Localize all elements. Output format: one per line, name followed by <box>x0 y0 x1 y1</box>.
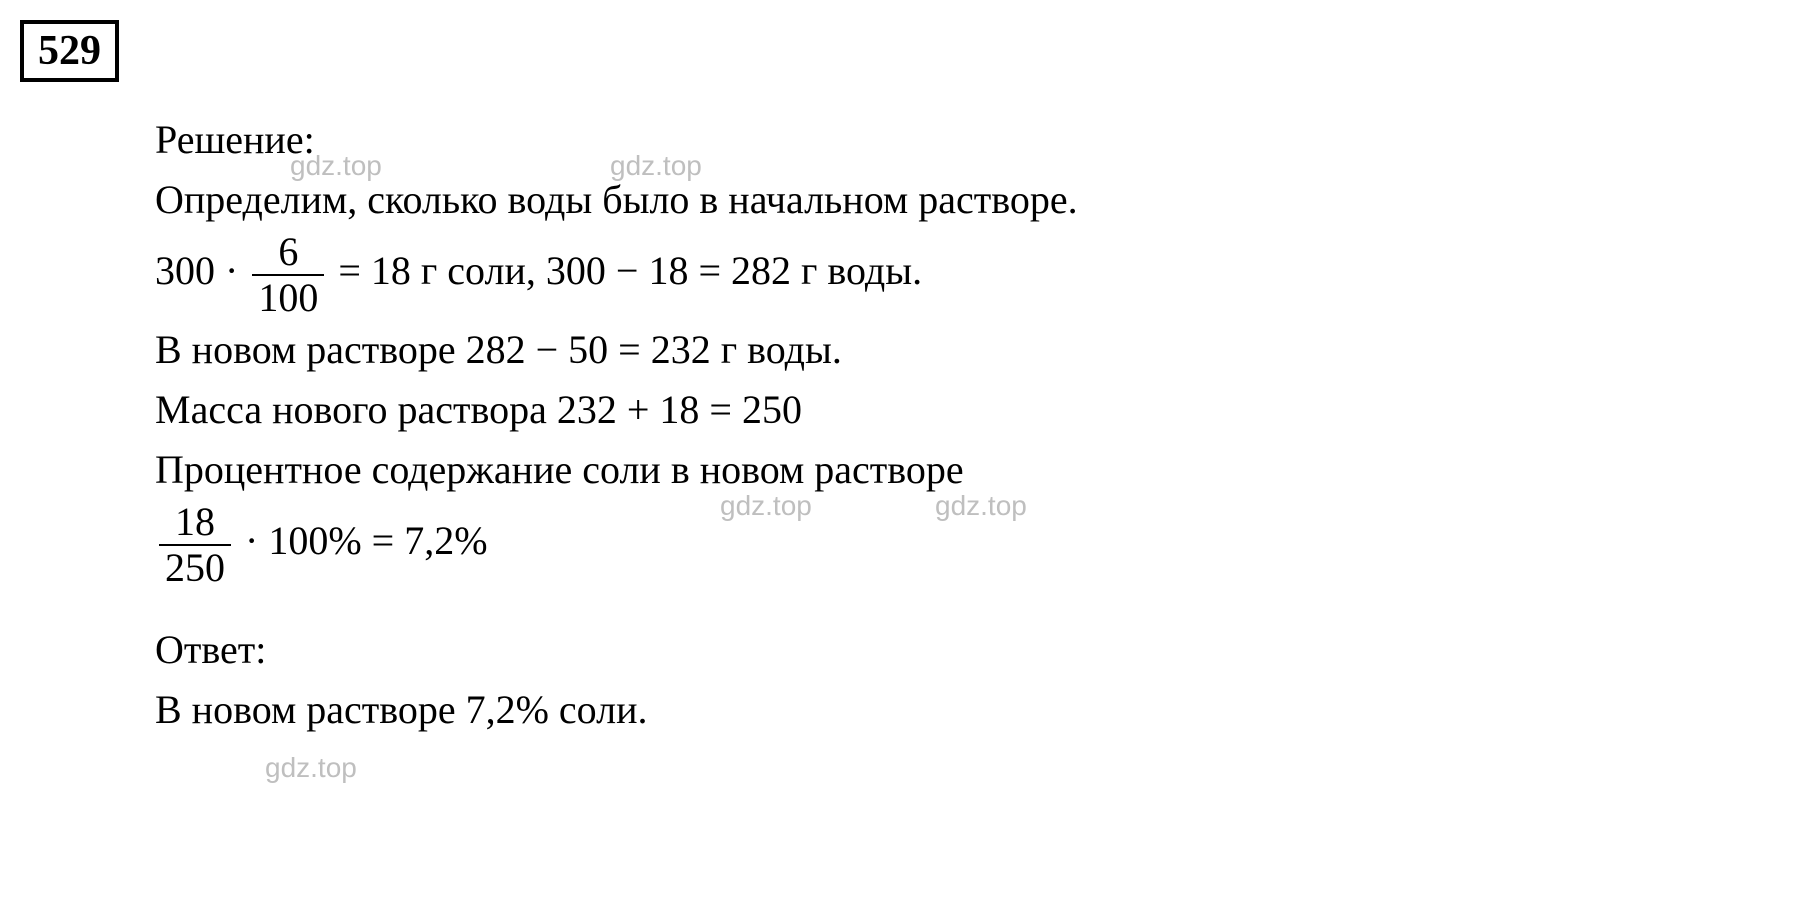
problem-number: 529 <box>20 20 119 82</box>
solution-content: Решение: Определим, сколько воды было в … <box>155 110 1078 740</box>
numerator: 6 <box>252 230 324 276</box>
text-part: 300 · <box>155 248 248 293</box>
line-salt-calc: 300 · 6100 = 18 г соли, 300 − 18 = 282 г… <box>155 230 1078 320</box>
denominator: 250 <box>159 546 231 590</box>
fraction-6-100: 6100 <box>252 230 324 320</box>
denominator: 100 <box>252 276 324 320</box>
watermark-text: gdz.top <box>265 752 357 784</box>
line-new-mass: Масса нового раствора 232 + 18 = 250 <box>155 380 1078 440</box>
line-percentage-calc: 18250 · 100% = 7,2% <box>155 500 1078 590</box>
answer-label: Ответ: <box>155 620 1078 680</box>
line-determine-water: Определим, сколько воды было в начальном… <box>155 170 1078 230</box>
solution-label: Решение: <box>155 110 1078 170</box>
line-percentage-label: Процентное содержание соли в новом раств… <box>155 440 1078 500</box>
spacer <box>155 590 1078 620</box>
fraction-18-250: 18250 <box>159 500 231 590</box>
text-part: · 100% = 7,2% <box>235 518 488 563</box>
text-part: = 18 г соли, 300 − 18 = 282 г воды. <box>328 248 922 293</box>
line-new-solution-water: В новом растворе 282 − 50 = 232 г воды. <box>155 320 1078 380</box>
numerator: 18 <box>159 500 231 546</box>
answer-text: В новом растворе 7,2% соли. <box>155 680 1078 740</box>
